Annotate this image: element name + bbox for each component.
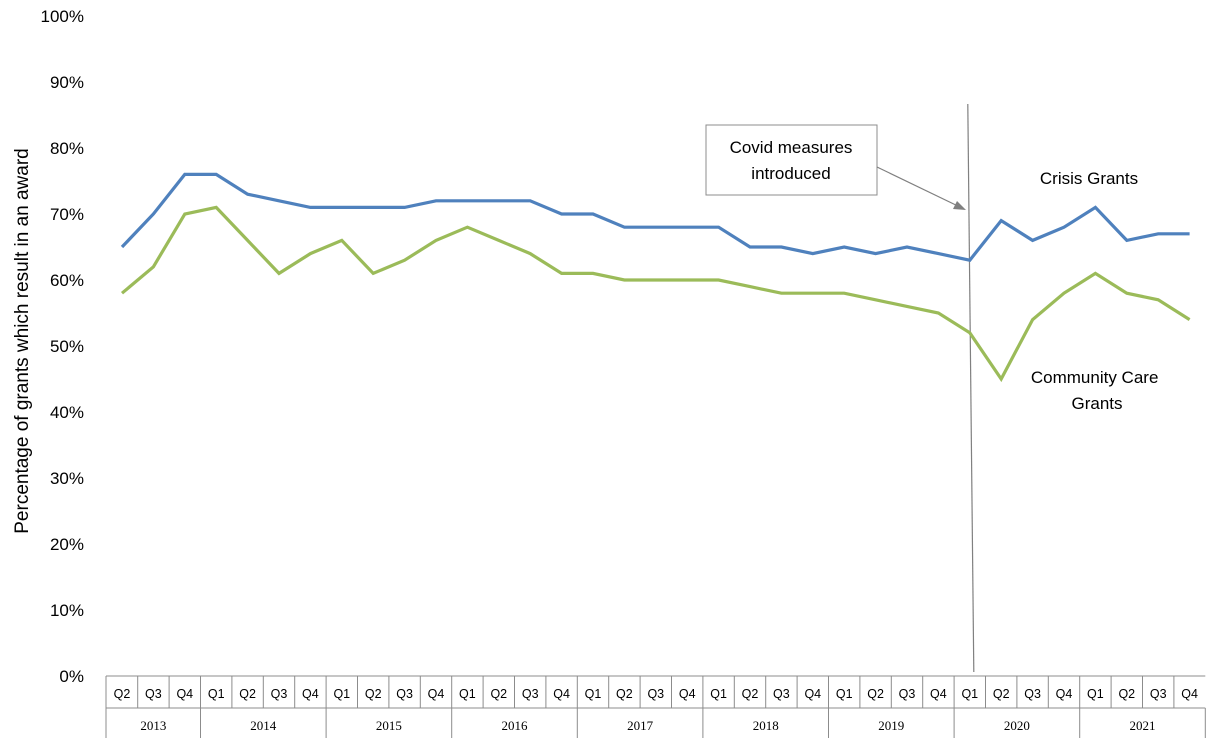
y-tick-label: 50% [50,337,84,356]
annotation-arrow-line [876,166,963,209]
x-tick-label-quarter: Q1 [333,687,350,701]
x-tick-label-quarter: Q3 [145,687,162,701]
covid-annotation: Covid measures introduced [705,124,966,210]
x-tick-label-quarter: Q4 [930,687,947,701]
x-tick-label-quarter: Q2 [867,687,884,701]
y-tick-label: 80% [50,139,84,158]
x-tick-label-quarter: Q2 [616,687,633,701]
x-tick-label-quarter: Q2 [490,687,507,701]
x-tick-label-quarter: Q4 [804,687,821,701]
x-tick-label-quarter: Q1 [208,687,225,701]
x-tick-label-year: 2021 [1130,718,1156,733]
y-axis-tick-labels: 0% 10% 20% 30% 40% 50% 60% 70% 80% 90% 100% [41,7,84,686]
x-tick-label-year: 2015 [376,718,402,733]
x-tick-label-quarter: Q4 [1056,687,1073,701]
x-tick-label-quarter: Q3 [1024,687,1041,701]
x-tick-label-quarter: Q3 [271,687,288,701]
x-tick-label-quarter: Q1 [459,687,476,701]
x-tick-label-quarter: Q3 [647,687,664,701]
series-lines [120,172,1191,383]
y-tick-label: 30% [50,469,84,488]
x-tick-label-quarter: Q3 [522,687,539,701]
y-tick-label: 0% [59,667,84,686]
x-tick-label-quarter: Q1 [1087,687,1104,701]
x-tick-label-quarter: Q2 [993,687,1010,701]
annotation-text-line-2: introduced [751,164,830,183]
covid-event-line [967,103,975,673]
x-tick-label-quarter: Q4 [302,687,319,701]
x-axis: Q2 Q3 Q4 Q1 Q2 Q3 Q4 Q1 Q2 Q3 Q4 Q1 Q2 Q3 Q4 Q1 Q2 Q3 Q4 Q1… [105,675,1206,738]
x-tick-label-quarter: Q4 [1181,687,1198,701]
x-tick-label-quarter: Q4 [553,687,570,701]
x-tick-label-quarter: Q1 [961,687,978,701]
y-tick-label: 100% [41,7,84,26]
x-tick-label-quarter: Q4 [679,687,696,701]
x-tick-label-year: 2018 [753,718,779,733]
x-tick-label-quarter: Q2 [239,687,256,701]
series-line-community-care-grants [120,205,1191,383]
y-tick-label: 40% [50,403,84,422]
series-label-crisis-grants: Crisis Grants [1040,169,1138,188]
x-tick-label-quarter: Q1 [585,687,602,701]
y-axis-label: Percentage of grants which result in an … [12,148,33,534]
series-line-crisis-grants [120,172,1190,262]
x-tick-label-year: 2013 [140,718,166,733]
x-tick-label-quarter: Q2 [742,687,759,701]
y-tick-label: 20% [50,535,84,554]
x-tick-label-year: 2017 [627,718,654,733]
x-tick-label-quarter: Q2 [365,687,382,701]
series-labels: Crisis Grants Community Care Grants [1031,169,1163,413]
x-tick-label-year: 2016 [502,718,529,733]
y-tick-label: 60% [50,271,84,290]
annotation-arrow-head [953,201,966,210]
x-tick-label-year: 2020 [1004,718,1030,733]
x-tick-label-quarter: Q2 [114,687,131,701]
event-line [967,103,975,673]
x-tick-label-quarter: Q3 [773,687,790,701]
x-tick-label-year: 2019 [878,718,904,733]
x-tick-label-quarter: Q2 [1118,687,1135,701]
y-tick-label: 70% [50,205,84,224]
x-tick-label-quarter: Q3 [899,687,916,701]
x-tick-label-quarter: Q3 [396,687,413,701]
x-tick-label-quarter: Q4 [176,687,193,701]
annotation-box [705,124,878,196]
x-tick-label-quarter: Q3 [1150,687,1167,701]
x-tick-label-year: 2014 [250,718,277,733]
y-tick-label: 90% [50,73,84,92]
y-tick-label: 10% [50,601,84,620]
x-tick-label-quarter: Q1 [836,687,853,701]
series-label-community-care-grants: Community Care Grants [1031,368,1163,413]
annotation-text-line-1: Covid measures [730,138,853,157]
x-tick-label-quarter: Q4 [428,687,445,701]
x-tick-label-quarter: Q1 [710,687,727,701]
